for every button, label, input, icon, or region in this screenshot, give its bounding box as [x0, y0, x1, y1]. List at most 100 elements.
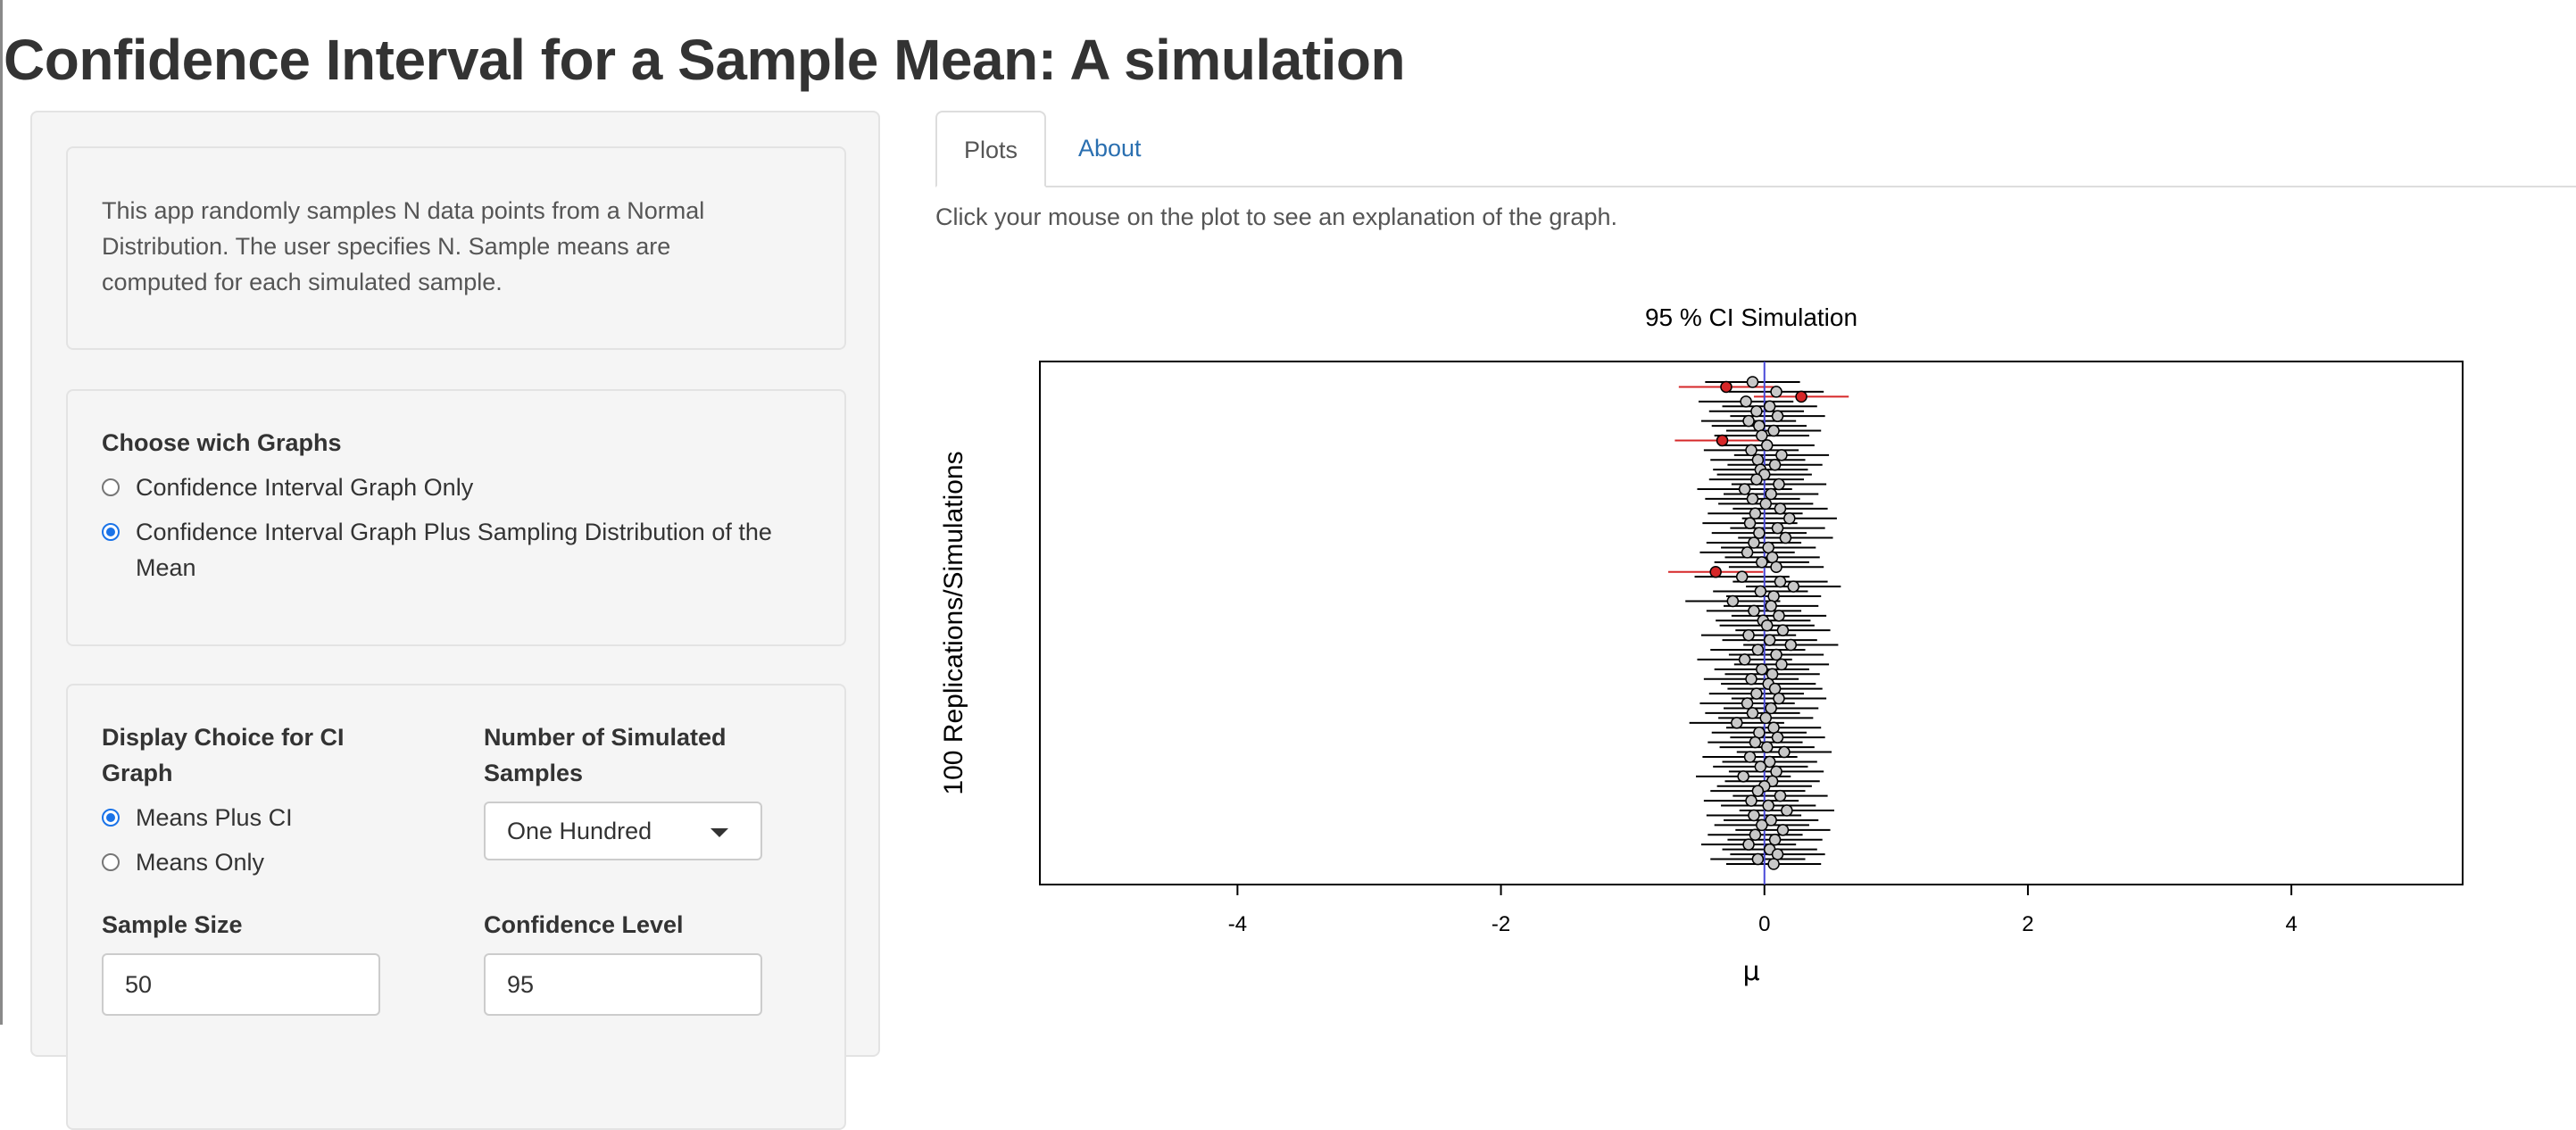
label-line: Samples: [484, 760, 584, 786]
sample-mean-point: [1768, 833, 1782, 846]
x-axis: -4 -2 0 2 4: [1228, 885, 2298, 936]
sample-mean-point: [1743, 751, 1757, 763]
sample-mean-point: [1774, 503, 1787, 515]
tab-about[interactable]: About: [1078, 135, 1142, 162]
app-description: This app randomly samples N data points …: [102, 193, 807, 300]
description-line: This app randomly samples N data points …: [102, 197, 705, 224]
sample-mean-point: [1756, 663, 1768, 676]
display-choice-label: Display Choice for CI Graph: [102, 719, 345, 791]
radio-button-selected[interactable]: [102, 809, 120, 827]
label-line: Graph: [102, 760, 173, 786]
radio-label: Confidence Interval Graph Plus Sampling …: [136, 514, 772, 586]
description-well: This app randomly samples N data points …: [66, 146, 846, 350]
num-samples-select[interactable]: One Hundred: [484, 802, 762, 860]
sample-mean-point: [1762, 799, 1774, 812]
sample-mean-point: [1763, 400, 1776, 413]
sample-mean-point: [1738, 483, 1751, 495]
sample-mean-point: [1735, 570, 1749, 583]
sample-mean-point: [1745, 444, 1757, 457]
sample-mean-point: [1759, 497, 1772, 511]
x-tick-label: -4: [1228, 912, 1247, 936]
sample-mean-point: [1770, 386, 1782, 398]
sample-mean-point: [1776, 624, 1790, 636]
sample-mean-point: [1779, 531, 1792, 544]
radio-button-selected[interactable]: [102, 523, 120, 541]
y-axis-label: 100 Replications/Simulations: [939, 451, 968, 794]
sample-mean-point: [1774, 789, 1787, 802]
radio-ci-plus-sampling[interactable]: Confidence Interval Graph Plus Sampling …: [102, 514, 772, 586]
x-tick-label: 0: [1758, 912, 1770, 936]
radio-label-line: Confidence Interval Graph Plus Sampling …: [136, 519, 772, 545]
sample-mean-point: [1763, 634, 1776, 646]
sample-mean-point: [1754, 760, 1767, 773]
sample-mean-point: [1774, 575, 1787, 588]
radio-label: Confidence Interval Graph Only: [136, 474, 474, 501]
sample-mean-point: [1737, 770, 1749, 783]
sample-mean-point: [1767, 858, 1780, 870]
chart-title: 95 % CI Simulation: [1645, 303, 1857, 331]
ci-simulation-chart[interactable]: 95 % CI Simulation -4 -2 0 2 4 100 Replicati…: [928, 286, 2481, 1000]
sample-mean-point: [1751, 453, 1765, 467]
tab-plots[interactable]: Plots: [935, 111, 1047, 187]
sample-mean-point: [1738, 653, 1751, 666]
x-tick-label: -2: [1492, 912, 1510, 936]
sample-mean-point: [1741, 546, 1754, 559]
sample-mean-point: [1750, 404, 1763, 418]
confidence-level-label: Confidence Level: [484, 911, 684, 938]
sample-mean-point: [1781, 804, 1793, 817]
sample-mean-point: [1748, 536, 1760, 549]
sample-mean-point: [1765, 702, 1777, 715]
radio-ci-graph-only[interactable]: Confidence Interval Graph Only: [102, 469, 473, 505]
sample-mean-point: [1756, 818, 1768, 832]
radio-label: Means Plus CI: [136, 804, 293, 831]
sample-mean-point: [1756, 429, 1768, 442]
sample-mean-point: [1771, 731, 1784, 744]
x-tick-label: 4: [2285, 912, 2297, 936]
sample-mean-point: [1753, 420, 1766, 432]
sample-mean-point: [1763, 755, 1776, 769]
radio-button[interactable]: [102, 478, 120, 496]
caret-down-icon: [710, 828, 728, 837]
sample-mean-point: [1783, 511, 1796, 525]
radio-means-plus-ci[interactable]: Means Plus CI: [102, 800, 293, 835]
sample-mean-point-missed: [1716, 434, 1729, 447]
sample-size-label: Sample Size: [102, 911, 243, 938]
sample-mean-point-missed: [1795, 390, 1807, 403]
sample-mean-point: [1771, 521, 1784, 535]
confidence-level-input[interactable]: 95: [484, 953, 762, 1016]
sample-mean-point: [1748, 604, 1760, 618]
sample-mean-point: [1748, 809, 1760, 822]
sample-mean-point: [1745, 672, 1757, 685]
description-line: computed for each simulated sample.: [102, 269, 503, 295]
sample-mean-point: [1751, 785, 1765, 797]
sample-mean-point: [1753, 527, 1766, 539]
sample-mean-point: [1767, 424, 1780, 437]
sample-means: [1709, 376, 1807, 870]
sample-mean-point: [1759, 711, 1772, 725]
sample-mean-point: [1745, 794, 1757, 807]
sidebar-panel: This app randomly samples N data points …: [30, 111, 880, 1130]
sample-mean-point-missed: [1709, 565, 1722, 578]
select-value: One Hundred: [507, 818, 652, 844]
sample-mean-point: [1773, 478, 1785, 491]
sample-mean-point: [1743, 517, 1757, 529]
radio-button[interactable]: [102, 853, 120, 871]
sample-mean-point: [1751, 644, 1765, 656]
sample-mean-point-missed: [1720, 380, 1733, 394]
sample-mean-point: [1756, 556, 1768, 569]
sample-mean-point: [1741, 697, 1754, 710]
sample-mean-point: [1731, 717, 1743, 729]
sample-mean-point: [1746, 707, 1759, 719]
sample-mean-point: [1749, 507, 1762, 520]
sample-mean-point: [1767, 590, 1780, 602]
settings-well: Display Choice for CI Graph Means Plus C…: [66, 684, 846, 1130]
sample-mean-point: [1760, 619, 1774, 632]
sample-mean-point: [1784, 638, 1798, 652]
sample-mean-point: [1750, 687, 1763, 700]
sample-mean-point: [1775, 658, 1788, 671]
x-tick-label: 2: [2022, 912, 2033, 936]
page-title: Confidence Interval for a Sample Mean: A…: [4, 28, 1406, 92]
sample-size-input[interactable]: 50: [102, 953, 380, 1016]
description-line: Distribution. The user specifies N. Samp…: [102, 233, 671, 260]
radio-means-only[interactable]: Means Only: [102, 844, 264, 880]
